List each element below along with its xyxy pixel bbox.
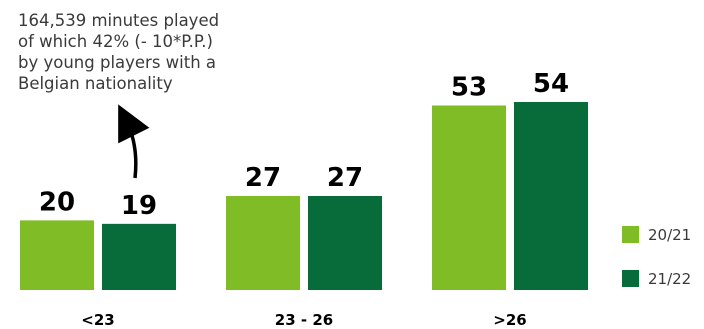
- legend-label: 21/22: [648, 270, 691, 288]
- bar-20/21->26: [432, 105, 506, 291]
- category-label: >26: [493, 311, 526, 329]
- value-label: 27: [327, 163, 363, 193]
- bar-21/22-<23: [102, 223, 176, 290]
- annotation-text: 164,539 minutes played of which 42% (- 1…: [18, 11, 220, 93]
- value-label: 53: [451, 72, 487, 102]
- annotation-arrow: [118, 104, 150, 179]
- value-label: 19: [121, 191, 157, 221]
- category-label: 23 - 26: [275, 311, 333, 329]
- legend-swatch: [622, 226, 639, 243]
- category-label: <23: [81, 311, 114, 329]
- legend-swatch: [622, 270, 639, 287]
- bar-21/22->26: [514, 102, 588, 290]
- bar-21/22-23 - 26: [308, 196, 382, 290]
- bar-20/21-<23: [20, 220, 94, 290]
- value-label: 54: [533, 69, 569, 99]
- value-label: 27: [245, 163, 281, 193]
- legend-label: 20/21: [648, 226, 691, 244]
- value-label: 20: [39, 187, 75, 217]
- bar-20/21-23 - 26: [226, 196, 300, 290]
